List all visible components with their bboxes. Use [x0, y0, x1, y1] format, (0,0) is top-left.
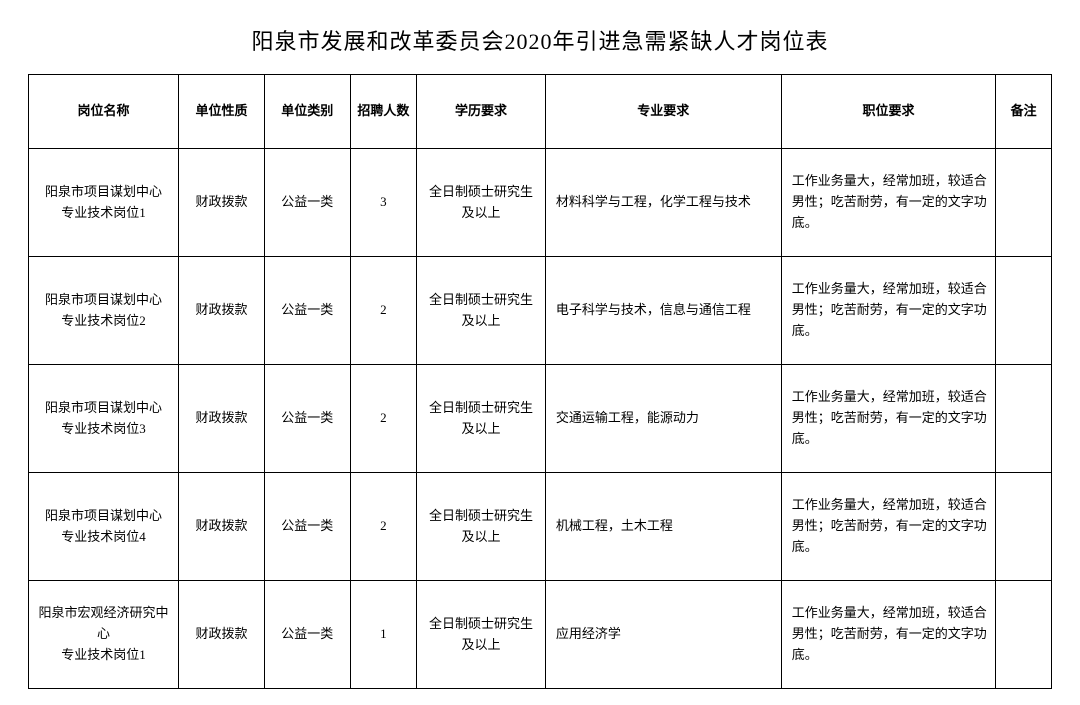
cell-note [996, 149, 1052, 257]
cell-category: 公益一类 [264, 257, 350, 365]
cell-major: 交通运输工程，能源动力 [545, 365, 781, 473]
cell-requirement: 工作业务量大，经常加班，较适合男性；吃苦耐劳，有一定的文字功底。 [781, 581, 995, 689]
table-row: 阳泉市项目谋划中心 专业技术岗位2 财政拨款 公益一类 2 全日制硕士研究生及以… [29, 257, 1052, 365]
cell-note [996, 257, 1052, 365]
cell-name: 阳泉市项目谋划中心 专业技术岗位2 [29, 257, 179, 365]
cell-count: 1 [350, 581, 416, 689]
cell-count: 2 [350, 257, 416, 365]
col-header-requirement: 职位要求 [781, 75, 995, 149]
cell-nature: 财政拨款 [179, 473, 265, 581]
positions-table: 岗位名称 单位性质 单位类别 招聘人数 学历要求 专业要求 职位要求 备注 阳泉… [28, 74, 1052, 689]
cell-category: 公益一类 [264, 581, 350, 689]
cell-name: 阳泉市项目谋划中心 专业技术岗位4 [29, 473, 179, 581]
cell-major: 电子科学与技术，信息与通信工程 [545, 257, 781, 365]
cell-requirement: 工作业务量大，经常加班，较适合男性；吃苦耐劳，有一定的文字功底。 [781, 257, 995, 365]
cell-count: 2 [350, 473, 416, 581]
cell-requirement: 工作业务量大，经常加班，较适合男性；吃苦耐劳，有一定的文字功底。 [781, 473, 995, 581]
cell-name: 阳泉市宏观经济研究中心 专业技术岗位1 [29, 581, 179, 689]
cell-nature: 财政拨款 [179, 581, 265, 689]
col-header-education: 学历要求 [417, 75, 546, 149]
cell-nature: 财政拨款 [179, 365, 265, 473]
cell-nature: 财政拨款 [179, 149, 265, 257]
table-row: 阳泉市项目谋划中心 专业技术岗位3 财政拨款 公益一类 2 全日制硕士研究生及以… [29, 365, 1052, 473]
cell-category: 公益一类 [264, 365, 350, 473]
table-row: 阳泉市项目谋划中心 专业技术岗位4 财政拨款 公益一类 2 全日制硕士研究生及以… [29, 473, 1052, 581]
cell-note [996, 365, 1052, 473]
cell-count: 3 [350, 149, 416, 257]
table-body: 阳泉市项目谋划中心 专业技术岗位1 财政拨款 公益一类 3 全日制硕士研究生及以… [29, 149, 1052, 689]
table-header-row: 岗位名称 单位性质 单位类别 招聘人数 学历要求 专业要求 职位要求 备注 [29, 75, 1052, 149]
col-header-name: 岗位名称 [29, 75, 179, 149]
cell-note [996, 581, 1052, 689]
col-header-note: 备注 [996, 75, 1052, 149]
cell-major: 应用经济学 [545, 581, 781, 689]
cell-major: 材料科学与工程，化学工程与技术 [545, 149, 781, 257]
col-header-nature: 单位性质 [179, 75, 265, 149]
cell-nature: 财政拨款 [179, 257, 265, 365]
cell-category: 公益一类 [264, 149, 350, 257]
table-row: 阳泉市项目谋划中心 专业技术岗位1 财政拨款 公益一类 3 全日制硕士研究生及以… [29, 149, 1052, 257]
table-row: 阳泉市宏观经济研究中心 专业技术岗位1 财政拨款 公益一类 1 全日制硕士研究生… [29, 581, 1052, 689]
col-header-major: 专业要求 [545, 75, 781, 149]
cell-requirement: 工作业务量大，经常加班，较适合男性；吃苦耐劳，有一定的文字功底。 [781, 365, 995, 473]
col-header-category: 单位类别 [264, 75, 350, 149]
cell-requirement: 工作业务量大，经常加班，较适合男性；吃苦耐劳，有一定的文字功底。 [781, 149, 995, 257]
cell-education: 全日制硕士研究生及以上 [417, 149, 546, 257]
cell-note [996, 473, 1052, 581]
cell-name: 阳泉市项目谋划中心 专业技术岗位1 [29, 149, 179, 257]
col-header-count: 招聘人数 [350, 75, 416, 149]
cell-count: 2 [350, 365, 416, 473]
page-title: 阳泉市发展和改革委员会2020年引进急需紧缺人才岗位表 [28, 24, 1052, 56]
cell-major: 机械工程，土木工程 [545, 473, 781, 581]
cell-education: 全日制硕士研究生及以上 [417, 473, 546, 581]
cell-education: 全日制硕士研究生及以上 [417, 257, 546, 365]
cell-education: 全日制硕士研究生及以上 [417, 581, 546, 689]
cell-name: 阳泉市项目谋划中心 专业技术岗位3 [29, 365, 179, 473]
cell-education: 全日制硕士研究生及以上 [417, 365, 546, 473]
cell-category: 公益一类 [264, 473, 350, 581]
